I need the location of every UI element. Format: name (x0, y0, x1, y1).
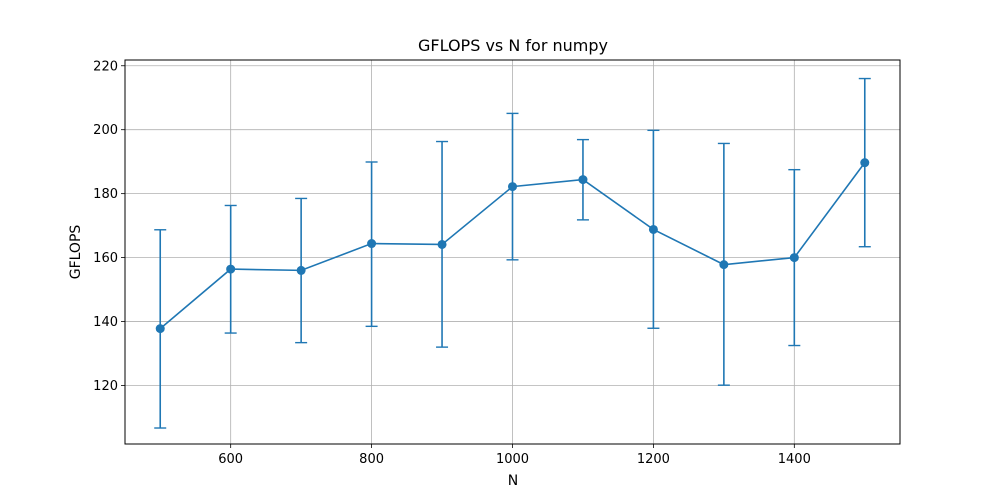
data-point (226, 264, 236, 274)
x-tick-label: 1000 (496, 452, 529, 467)
y-tick-label: 160 (93, 251, 118, 266)
axis-ticks: 600 800 1000 1200 1400 120 140 160 180 200 220 (93, 59, 811, 467)
data-points (155, 158, 870, 334)
data-point (508, 182, 517, 192)
y-tick-label: 120 (93, 379, 118, 394)
data-point (648, 224, 658, 234)
data-point (719, 260, 729, 270)
data-point (578, 175, 588, 185)
data-point (155, 324, 165, 334)
y-axis-label: GFLOPS (68, 225, 84, 280)
data-point (789, 253, 799, 263)
y-tick-label: 180 (93, 187, 118, 202)
data-point (860, 158, 870, 168)
y-tick-label: 200 (93, 123, 118, 138)
y-tick-label: 140 (93, 315, 118, 330)
data-point (437, 239, 447, 249)
chart-title: GFLOPS vs N for numpy (418, 36, 608, 55)
x-tick-label: 1200 (637, 452, 670, 467)
x-axis-label: N (508, 473, 518, 489)
data-point (296, 265, 306, 275)
x-tick-label: 800 (359, 452, 384, 467)
x-tick-label: 1400 (778, 452, 811, 467)
y-tick-label: 220 (93, 59, 118, 74)
x-tick-label: 600 (218, 452, 243, 467)
data-point (367, 239, 377, 249)
